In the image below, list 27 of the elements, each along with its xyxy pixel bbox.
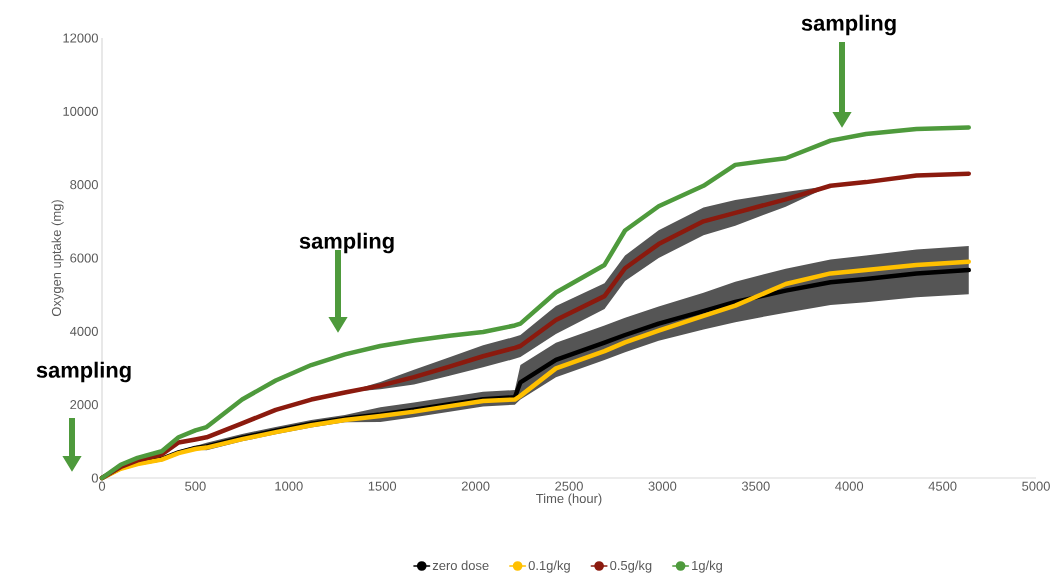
x-tick-label: 2500: [555, 481, 583, 491]
x-axis-title: Time (hour): [536, 493, 602, 506]
x-tick-label: 0: [98, 481, 106, 491]
annotation: sampling: [36, 361, 131, 383]
x-tick-label: 3500: [741, 481, 770, 491]
x-tick-label: 1500: [368, 481, 397, 491]
y-axis-title: Oxygen uptake (mg): [51, 200, 64, 317]
y-tick-label: 10000: [63, 106, 98, 116]
y-tick-label: 12000: [63, 33, 98, 43]
y-tick-label: 4000: [69, 326, 98, 336]
x-tick-label: 2000: [461, 481, 490, 491]
x-tick-label: 5000: [1022, 481, 1050, 491]
y-tick-label: 2000: [70, 400, 98, 410]
y-tick-label: 0: [91, 473, 98, 483]
x-tick-label: 4000: [835, 481, 864, 491]
annotation: sampling: [299, 232, 394, 254]
legend-label: zero dose: [432, 560, 489, 571]
text: sampling: [801, 14, 896, 36]
legend-label: 0.5g/kg: [610, 560, 652, 573]
legend-label: 0.1g/kg: [528, 560, 570, 573]
x-tick-label: 500: [185, 481, 206, 491]
legend-label: 1g/kg: [692, 560, 722, 573]
y-tick-label: 8000: [70, 180, 98, 190]
x-tick-label: 3000: [648, 481, 677, 491]
x-tick-label: 1000: [275, 481, 303, 491]
x-tick-label: 4500: [928, 481, 957, 491]
y-tick-label: 6000: [70, 253, 98, 263]
